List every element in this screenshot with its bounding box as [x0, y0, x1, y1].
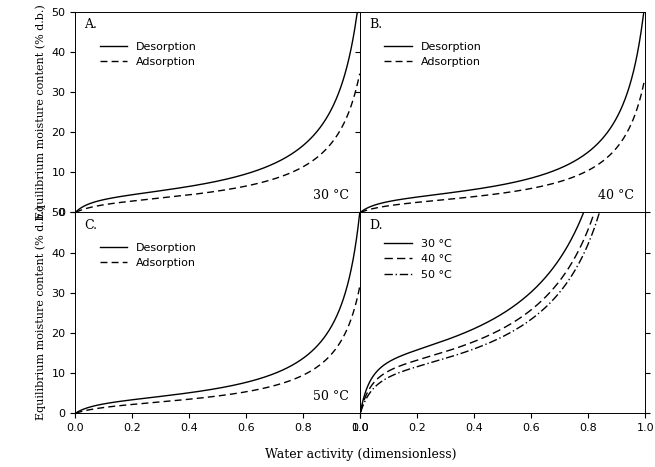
Legend: 30 °C, 40 °C, 50 °C: 30 °C, 40 °C, 50 °C [380, 234, 457, 284]
Desorption [478, 185, 486, 191]
30 °C [389, 357, 397, 362]
Line: Adsorption: Adsorption [75, 74, 360, 212]
Desorption [406, 195, 414, 201]
Adsorption [181, 192, 189, 198]
Line: Adsorption: Adsorption [360, 79, 645, 212]
50 °C [406, 366, 414, 372]
Adsorption [356, 284, 364, 290]
Desorption [320, 120, 328, 126]
Adsorption [350, 94, 358, 99]
Desorption [71, 209, 79, 215]
Text: 40 °C: 40 °C [598, 190, 634, 203]
Adsorption [350, 307, 358, 313]
Adsorption [389, 202, 397, 208]
Adsorption [356, 71, 364, 77]
Legend: Desorption, Adsorption: Desorption, Adsorption [380, 37, 487, 72]
Desorption [356, 9, 364, 14]
Text: A.: A. [84, 18, 97, 31]
30 °C [478, 322, 486, 328]
Y-axis label: Equilibrium moisture content (% d.b.): Equilibrium moisture content (% d.b.) [35, 5, 46, 219]
Desorption [640, 9, 648, 14]
Adsorption [320, 149, 328, 155]
40 °C [356, 409, 364, 415]
Desorption [121, 398, 129, 403]
Desorption [605, 128, 612, 134]
Text: 30 °C: 30 °C [313, 190, 349, 203]
Adsorption [193, 396, 201, 401]
Desorption [354, 9, 362, 14]
Adsorption [605, 154, 612, 159]
Desorption [193, 389, 201, 395]
Adsorption [71, 410, 79, 416]
Text: B.: B. [369, 18, 382, 31]
40 °C [406, 360, 414, 365]
Desorption [350, 30, 358, 35]
40 °C [478, 336, 486, 341]
Text: Water activity (dimensionless): Water activity (dimensionless) [265, 448, 456, 460]
Legend: Desorption, Adsorption: Desorption, Adsorption [95, 238, 202, 273]
Adsorption [466, 194, 474, 200]
Line: 40 °C: 40 °C [360, 0, 645, 412]
Desorption [71, 410, 79, 416]
Adsorption [104, 404, 112, 410]
Legend: Desorption, Adsorption: Desorption, Adsorption [95, 37, 202, 72]
Desorption [181, 184, 189, 190]
Desorption [635, 42, 643, 47]
Desorption [320, 336, 328, 341]
50 °C [389, 372, 397, 378]
Line: Desorption: Desorption [360, 12, 645, 212]
Adsorption [71, 210, 79, 215]
Adsorption [356, 210, 364, 215]
50 °C [605, 175, 612, 180]
Desorption [121, 193, 129, 198]
30 °C [605, 120, 612, 125]
Desorption [389, 198, 397, 204]
Adsorption [635, 99, 643, 105]
50 °C [478, 343, 486, 349]
Desorption [356, 209, 364, 215]
Line: 30 °C: 30 °C [360, 0, 645, 412]
Line: Desorption: Desorption [75, 12, 360, 212]
Line: Adsorption: Adsorption [75, 287, 360, 413]
Text: D.: D. [369, 219, 383, 232]
30 °C [466, 328, 474, 333]
Adsorption [193, 191, 201, 197]
Desorption [356, 211, 364, 216]
Desorption [466, 187, 474, 193]
30 °C [356, 409, 364, 415]
40 °C [389, 366, 397, 372]
Adsorption [478, 193, 486, 198]
Desorption [104, 400, 112, 406]
50 °C [466, 348, 474, 354]
Adsorption [121, 403, 129, 408]
Adsorption [641, 77, 648, 82]
Desorption [104, 196, 112, 202]
Adsorption [181, 397, 189, 403]
Adsorption [406, 200, 414, 206]
Line: 50 °C: 50 °C [360, 0, 645, 412]
Adsorption [121, 199, 129, 205]
40 °C [605, 157, 612, 163]
30 °C [406, 350, 414, 355]
Desorption [641, 9, 648, 14]
Adsorption [320, 359, 328, 365]
Text: C.: C. [84, 219, 97, 232]
Line: Desorption: Desorption [75, 213, 360, 413]
Text: 50 °C: 50 °C [313, 390, 349, 403]
Y-axis label: Equilibrium moisture content (% d.b.): Equilibrium moisture content (% d.b.) [35, 205, 46, 420]
50 °C [356, 410, 364, 415]
40 °C [466, 340, 474, 346]
Desorption [350, 251, 358, 257]
Adsorption [104, 201, 112, 207]
Desorption [193, 182, 201, 188]
Desorption [181, 390, 189, 396]
